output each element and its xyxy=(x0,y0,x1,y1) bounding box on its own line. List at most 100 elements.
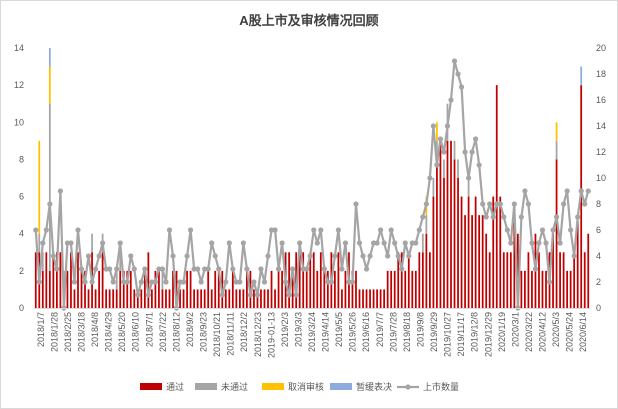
bar-segment xyxy=(91,233,93,253)
line-point xyxy=(501,214,507,220)
bar-segment xyxy=(238,289,241,308)
bar-segment xyxy=(231,270,234,308)
bar-segment xyxy=(277,270,280,308)
line-point xyxy=(578,188,584,194)
line-point xyxy=(444,123,451,129)
line-point xyxy=(166,227,173,233)
x-axis-tick-label: 2019/3/24 xyxy=(307,312,317,352)
line-point xyxy=(187,227,194,233)
line-point xyxy=(89,279,95,285)
bar-segment xyxy=(436,122,438,141)
bar-segment xyxy=(587,233,590,308)
bar-segment xyxy=(210,289,213,308)
bar-segment xyxy=(365,289,368,308)
line-point xyxy=(504,227,510,233)
bar-segment xyxy=(316,270,319,308)
x-axis-tick-label: 2019/8/18 xyxy=(402,312,412,352)
line-point xyxy=(465,175,472,181)
line-point xyxy=(85,253,92,259)
bar-segment xyxy=(267,289,269,308)
left-axis-tick-label: 14 xyxy=(14,43,24,53)
bar-segment xyxy=(429,252,431,308)
bar-segment xyxy=(453,140,456,160)
bar-segment xyxy=(524,270,526,308)
line-point xyxy=(180,279,187,285)
bar-segment xyxy=(414,270,417,308)
left-axis-tick-label: 10 xyxy=(14,117,24,127)
x-axis-tick-label: 2020/1/19 xyxy=(497,312,507,352)
line-point xyxy=(107,266,113,272)
bar-segment xyxy=(101,252,104,308)
bar-segment xyxy=(527,252,530,308)
x-axis-tick-label: 2019/2/3 xyxy=(280,312,290,347)
bar-segment xyxy=(555,122,558,141)
bar-segment xyxy=(263,289,266,308)
line-point xyxy=(378,227,384,233)
bar-segment xyxy=(143,270,146,308)
bar-segment xyxy=(309,252,312,308)
line-point xyxy=(124,279,130,285)
x-axis-tick-label: 2019/6/16 xyxy=(361,312,371,352)
bar-segment xyxy=(253,289,255,308)
line-point xyxy=(100,240,106,246)
x-axis-tick-label: 2018/11/11 xyxy=(226,312,236,356)
line-point xyxy=(135,292,141,298)
left-axis-tick-label: 12 xyxy=(14,80,24,90)
x-axis-tick-label: 2020/4/12 xyxy=(538,312,548,352)
line-point xyxy=(434,162,440,168)
line-point xyxy=(518,214,524,220)
x-axis-tick-label: 2020/3/22 xyxy=(524,312,534,352)
line-point xyxy=(279,240,285,246)
bar-segment xyxy=(112,289,115,308)
bar-segment xyxy=(566,270,569,308)
line-point xyxy=(152,279,159,285)
line-point xyxy=(511,201,517,207)
left-axis-tick-label: 4 xyxy=(19,229,24,239)
bar-segment xyxy=(105,289,108,308)
line-point xyxy=(78,266,85,272)
bar-segment xyxy=(48,48,51,67)
right-axis-tick-label: 10 xyxy=(596,173,606,183)
line-point xyxy=(525,201,532,207)
x-axis-tick-label: 2018/1/7 xyxy=(36,312,46,347)
line-point xyxy=(96,253,102,259)
bar-segment xyxy=(84,270,86,308)
line-point xyxy=(550,227,556,233)
x-axis-tick-label: 2019/11/17 xyxy=(456,312,466,356)
line-point xyxy=(402,240,408,246)
bar-segment xyxy=(439,140,442,308)
bar-segment xyxy=(41,270,44,308)
line-point xyxy=(487,201,493,207)
line-point xyxy=(349,279,356,285)
line-point xyxy=(522,188,528,194)
bar-segment xyxy=(516,233,519,308)
line-point xyxy=(223,279,229,285)
line-point xyxy=(47,201,53,207)
bar-segment xyxy=(48,66,51,104)
bar-segment xyxy=(351,270,354,308)
line-point xyxy=(458,84,465,90)
bar-segment xyxy=(235,289,238,308)
bar-segment xyxy=(481,215,484,308)
bar-segment xyxy=(531,270,533,308)
bar-segment xyxy=(154,270,157,308)
line-point xyxy=(360,253,366,259)
line-point xyxy=(441,149,447,155)
line-point xyxy=(342,240,349,246)
legend-swatch xyxy=(140,383,162,390)
line-point xyxy=(335,227,341,233)
bar-segment xyxy=(467,178,470,197)
line-point xyxy=(451,58,458,64)
legend-line-marker xyxy=(405,384,411,390)
bar-segment xyxy=(270,270,273,308)
bar-segment xyxy=(559,252,561,308)
line-point xyxy=(392,240,398,246)
bar-segment xyxy=(214,270,217,308)
bar-segment xyxy=(460,196,463,308)
line-point xyxy=(585,188,591,194)
line-point xyxy=(332,253,338,259)
bar-segment xyxy=(122,270,125,308)
line-point xyxy=(427,175,433,181)
line-point xyxy=(311,227,317,233)
bar-segment xyxy=(59,252,62,308)
